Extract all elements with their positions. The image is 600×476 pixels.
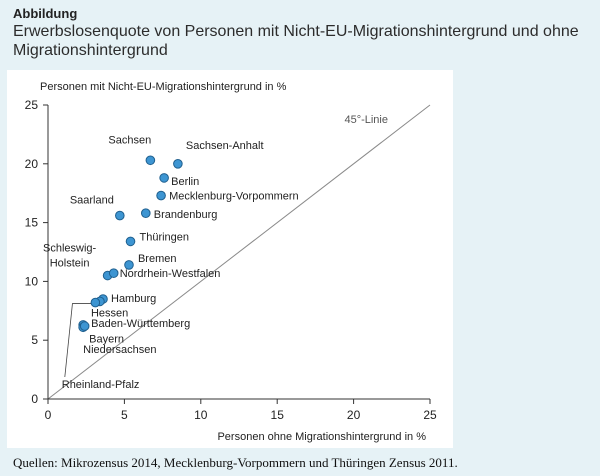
reference-line-label: 45°-Linie (344, 114, 388, 126)
data-point (159, 173, 169, 183)
y-tick-label: 10 (25, 274, 39, 288)
data-point (145, 155, 156, 166)
point-label: Bayern (89, 333, 124, 345)
point-label: Mecklenburg-Vorpommern (169, 191, 299, 203)
x-tick-label: 20 (347, 408, 361, 422)
x-tick-label: 0 (45, 408, 52, 422)
point-label: Hessen (91, 307, 128, 319)
y-tick-label: 0 (31, 392, 38, 406)
point-label: Brandenburg (154, 209, 218, 221)
point-label: Baden-Württemberg (91, 318, 190, 330)
figure-label: Abbildung (13, 6, 78, 21)
data-point (79, 321, 90, 331)
point-label: Niedersachsen (83, 344, 156, 356)
data-point (140, 208, 151, 218)
data-point (156, 190, 166, 201)
x-tick-label: 15 (271, 408, 285, 422)
x-tick-label: 10 (194, 408, 208, 422)
point-label: Sachsen-Anhalt (186, 140, 264, 152)
point-label: Sachsen (108, 134, 151, 146)
data-point (124, 260, 134, 270)
data-point (115, 210, 125, 221)
x-tick-label: 5 (121, 408, 128, 422)
point-label: Bremen (138, 253, 177, 265)
y-tick-label: 20 (25, 157, 39, 171)
y-tick-label: 5 (31, 333, 38, 347)
reference-line (47, 104, 431, 400)
point-label: Berlin (171, 176, 199, 188)
data-point (173, 159, 183, 169)
leader-line (64, 303, 95, 378)
data-point (90, 297, 101, 308)
point-label: Thüringen (140, 231, 190, 243)
data-point (125, 236, 136, 247)
data-point (108, 268, 119, 278)
point-label: Saarland (70, 195, 114, 207)
x-axis-label: Personen ohne Migrationshintergrund in % (217, 431, 426, 443)
chart-svg: 0 5 10 15 20 25 0 5 10 15 20 25 Sachsen Sachsen-Anha… (7, 70, 453, 448)
y-tick-label: 15 (25, 216, 39, 230)
point-label: Hamburg (111, 293, 156, 305)
y-axis-label: Personen mit Nicht-EU-Migrationshintergr… (40, 81, 287, 93)
point-label: Nordrhein-Westfalen (120, 268, 221, 280)
point-label: Schleswig-Holstein (43, 243, 97, 270)
x-tick-label: 25 (423, 408, 437, 422)
scatter-chart: 0 5 10 15 20 25 0 5 10 15 20 25 Sachsen Sachsen-Anha… (0, 70, 600, 450)
point-label: Rheinland-Pfalz (62, 379, 140, 391)
y-tick-label: 25 (25, 98, 39, 112)
figure-title: Erwerbslosenquote von Personen mit Nicht… (13, 23, 579, 59)
source-note: Quellen: Mikrozensus 2014, Mecklenburg-V… (13, 455, 458, 470)
